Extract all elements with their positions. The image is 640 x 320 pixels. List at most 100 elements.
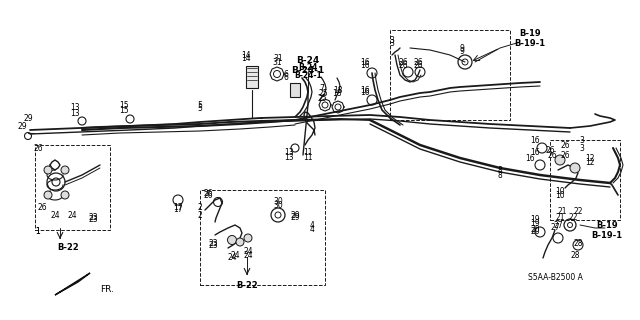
Text: S5AA-B2500 A: S5AA-B2500 A	[527, 274, 582, 283]
Text: 4: 4	[310, 220, 314, 229]
Text: 16: 16	[530, 148, 540, 156]
Text: 12: 12	[585, 157, 595, 166]
Text: 15: 15	[119, 106, 129, 115]
Text: B-24-1: B-24-1	[291, 66, 324, 75]
Text: 24: 24	[230, 251, 240, 260]
Text: 3: 3	[390, 36, 394, 44]
Text: B-19: B-19	[596, 220, 618, 229]
Circle shape	[44, 166, 52, 174]
Text: 16: 16	[360, 58, 370, 67]
Text: 26: 26	[560, 140, 570, 149]
Text: 31: 31	[273, 53, 283, 62]
Text: 10: 10	[555, 190, 565, 199]
Text: 30: 30	[273, 201, 283, 210]
Text: 11: 11	[303, 148, 313, 156]
Text: B-24: B-24	[298, 62, 317, 71]
Text: 8: 8	[498, 165, 502, 174]
Text: 16: 16	[360, 60, 370, 69]
Circle shape	[227, 236, 237, 244]
Text: 26: 26	[547, 150, 557, 159]
Text: 13: 13	[284, 148, 294, 156]
Text: 13: 13	[70, 108, 80, 117]
Text: 30: 30	[273, 197, 283, 206]
Text: 19: 19	[530, 219, 540, 228]
Text: 6: 6	[284, 73, 289, 82]
Text: 22: 22	[573, 207, 583, 217]
Text: 23: 23	[208, 242, 218, 251]
Circle shape	[236, 238, 244, 246]
Text: 9: 9	[460, 44, 465, 52]
Text: 23: 23	[88, 213, 98, 222]
Text: 1: 1	[36, 228, 40, 236]
Circle shape	[555, 155, 565, 165]
Text: 16: 16	[525, 154, 535, 163]
Bar	[290, 83, 300, 97]
Text: 29: 29	[290, 211, 300, 220]
Text: 18: 18	[332, 89, 342, 98]
Text: 29: 29	[290, 213, 300, 222]
Text: 24: 24	[227, 253, 237, 262]
Text: 27: 27	[550, 223, 560, 233]
Text: 26: 26	[33, 143, 43, 153]
Text: B-22: B-22	[57, 244, 79, 252]
Text: 8: 8	[498, 171, 502, 180]
Circle shape	[570, 163, 580, 173]
Text: 3: 3	[580, 135, 584, 145]
Text: B-24-1: B-24-1	[294, 70, 322, 79]
Text: 29: 29	[17, 122, 27, 131]
Bar	[390, 30, 510, 120]
Text: 1: 1	[36, 228, 40, 236]
Text: 9: 9	[460, 46, 465, 55]
Circle shape	[61, 191, 69, 199]
Text: 21: 21	[556, 213, 564, 222]
Text: 25: 25	[318, 89, 328, 98]
Text: 26: 26	[203, 191, 213, 201]
Text: 13: 13	[70, 102, 80, 111]
Text: 6: 6	[284, 69, 289, 78]
Text: 10: 10	[555, 188, 565, 196]
Text: B-22: B-22	[236, 281, 258, 290]
Text: 15: 15	[119, 100, 129, 109]
Bar	[200, 190, 325, 285]
Text: 29: 29	[23, 114, 33, 123]
Text: 26: 26	[560, 150, 570, 159]
Text: 16: 16	[360, 85, 370, 94]
Text: 21: 21	[557, 207, 567, 217]
Text: 31: 31	[272, 58, 282, 67]
Text: 26: 26	[413, 58, 423, 67]
Text: 14: 14	[241, 51, 251, 60]
Text: 3: 3	[390, 38, 394, 47]
Text: 7: 7	[319, 84, 324, 92]
Text: 24: 24	[243, 247, 253, 257]
Text: 20: 20	[530, 228, 540, 236]
Polygon shape	[55, 273, 90, 295]
Text: 12: 12	[585, 154, 595, 163]
Text: FR.: FR.	[100, 285, 114, 294]
Text: 11: 11	[303, 153, 313, 162]
Text: 26: 26	[203, 188, 213, 197]
Text: 2: 2	[198, 204, 202, 212]
Text: 24: 24	[243, 251, 253, 260]
Circle shape	[244, 234, 252, 242]
Text: 20: 20	[530, 226, 540, 235]
Text: 19: 19	[530, 215, 540, 225]
Text: 23: 23	[208, 238, 218, 247]
Text: 23: 23	[88, 215, 98, 225]
Text: 14: 14	[241, 53, 251, 62]
Text: 16: 16	[530, 135, 540, 145]
Text: 5: 5	[198, 103, 202, 113]
Text: 2: 2	[198, 211, 202, 220]
Text: 26: 26	[413, 60, 423, 69]
Text: 17: 17	[173, 205, 183, 214]
Text: 28: 28	[573, 238, 583, 247]
Circle shape	[61, 166, 69, 174]
Text: 26: 26	[398, 58, 408, 67]
Text: 18: 18	[333, 85, 343, 94]
Text: 4: 4	[310, 226, 314, 235]
Text: 24: 24	[50, 212, 60, 220]
Bar	[550, 140, 620, 220]
Bar	[35, 145, 110, 230]
Text: 17: 17	[173, 203, 183, 212]
Text: 26: 26	[545, 146, 555, 155]
Circle shape	[44, 191, 52, 199]
